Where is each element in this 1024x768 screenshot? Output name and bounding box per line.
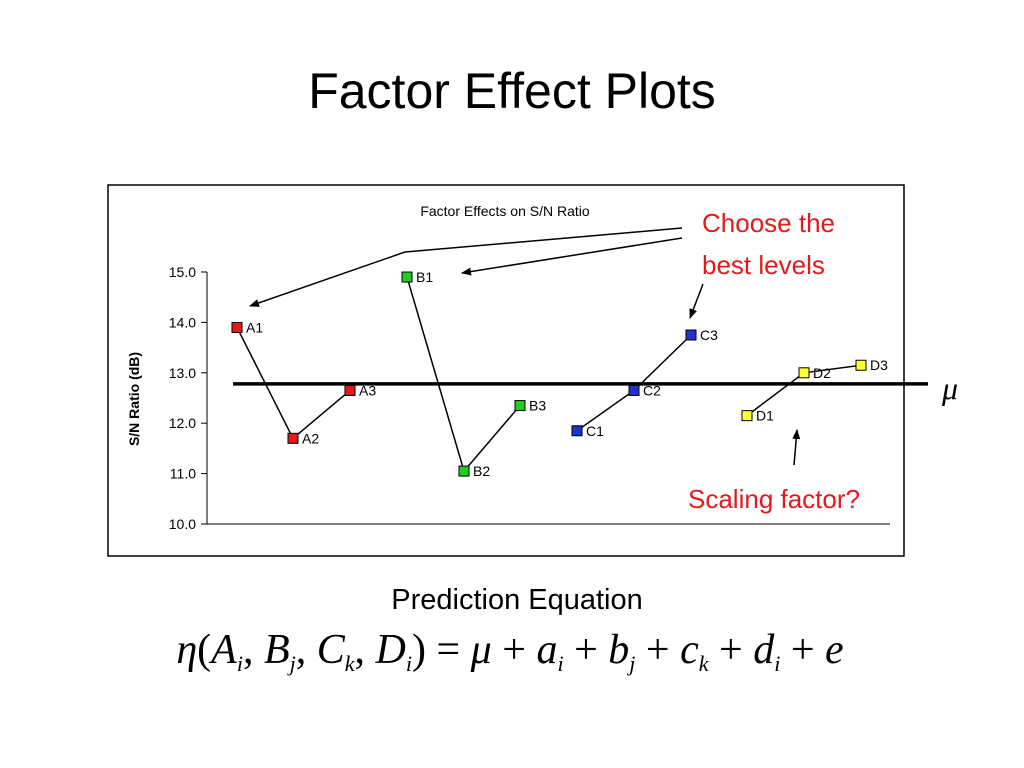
data-point [514,400,526,412]
series-group: A1 A2 A3 B1 B2 B3 C1 C2 C3 D1 D2 D3 [231,269,888,479]
mean-line-group: μ [233,370,958,406]
point-label: D3 [870,357,888,373]
prediction-equation-title: Prediction Equation [391,584,643,616]
arrow-to-c3 [689,283,704,319]
y-axis-label: S/N Ratio (dB) [126,352,142,446]
arrow-to-scaling [792,429,801,466]
point-label: C1 [586,423,604,439]
series-a: A1 A2 A3 [231,319,376,446]
annotation-choose-line1: Choose the [702,208,835,238]
series-d: D1 D2 D3 [741,357,888,424]
annotation-choose-line2: best levels [702,250,825,280]
y-tick-label: 12.0 [169,415,196,431]
data-point [628,384,640,396]
point-label: A2 [302,430,319,446]
annotation-scaling: Scaling factor? [688,484,860,514]
series-b: B1 B2 B3 [401,269,546,479]
data-point [458,465,470,477]
chart-frame [107,184,905,557]
mean-label: μ [941,370,958,406]
data-point [855,359,867,371]
y-tick-label: 14.0 [169,314,196,330]
arrow-to-b1 [461,237,683,276]
data-point [685,329,697,341]
point-label: B1 [416,269,433,285]
y-tick-label: 15.0 [169,264,196,280]
point-label: D1 [756,408,774,424]
series-c: C1 C2 C3 [571,327,718,439]
y-ticks: 15.0 14.0 13.0 12.0 11.0 10.0 [169,264,207,532]
arrow-to-a1 [249,227,683,307]
point-label: C2 [643,382,661,398]
prediction-equation: η(Ai, Bj, Ck, Di) = μ + ai + bj + ck + d… [176,627,844,676]
point-label: B2 [473,463,490,479]
chart-title: Factor Effects on S/N Ratio [420,203,590,219]
point-label: A1 [246,319,263,335]
data-point [741,410,753,422]
y-tick-label: 13.0 [169,365,196,381]
point-label: D2 [813,365,831,381]
point-label: B3 [529,398,546,414]
y-tick-label: 11.0 [170,466,196,482]
data-point [798,367,810,379]
data-point [344,384,356,396]
data-point [401,271,413,283]
annotation-arrows [249,227,801,466]
data-point [231,321,243,333]
data-point [287,432,299,444]
slide-title: Factor Effect Plots [308,63,716,119]
point-label: A3 [359,382,376,398]
y-tick-label: 10.0 [169,516,196,532]
point-label: C3 [700,327,718,343]
data-point [571,425,583,437]
